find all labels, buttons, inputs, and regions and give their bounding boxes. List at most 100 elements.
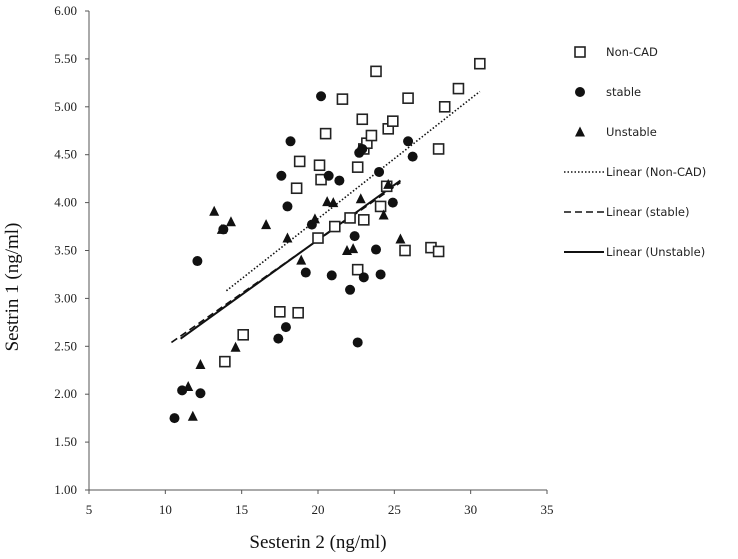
trendline-solid: [180, 179, 402, 340]
data-point: [195, 359, 206, 370]
data-points: [169, 57, 486, 424]
data-point: [399, 244, 411, 257]
data-point: [290, 182, 303, 195]
data-point: [323, 170, 334, 181]
data-point: [345, 284, 356, 295]
data-point: [225, 216, 236, 227]
data-point: [438, 101, 451, 113]
data-point: [370, 65, 382, 78]
legend-label: Unstable: [606, 125, 657, 139]
data-point: [326, 270, 337, 281]
x-tick-label: 15: [235, 502, 248, 517]
x-tick-label: 35: [541, 502, 554, 517]
data-point: [319, 127, 332, 140]
data-point: [452, 82, 465, 95]
legend-marker: [575, 87, 585, 97]
x-tick-label: 25: [388, 502, 401, 517]
x-tick-label: 10: [159, 502, 172, 517]
data-point: [374, 166, 385, 177]
data-point: [383, 178, 394, 189]
data-point: [183, 381, 194, 392]
data-point: [209, 205, 220, 216]
data-point: [285, 136, 296, 147]
data-point: [378, 209, 389, 220]
y-tick-label: 3.50: [54, 243, 77, 258]
trendlines: [170, 90, 481, 344]
y-tick-label: 2.50: [54, 338, 77, 353]
y-tick-label: 2.00: [54, 386, 77, 401]
data-point: [169, 413, 180, 424]
data-point: [316, 91, 327, 102]
legend-label: Linear (Non-CAD): [606, 165, 706, 179]
data-point: [328, 220, 341, 233]
data-point: [365, 129, 378, 142]
series-unstable: [183, 178, 406, 421]
y-tick-label: 3.00: [54, 290, 77, 305]
data-point: [282, 232, 293, 243]
y-tick-label: 5.50: [54, 51, 77, 66]
data-point: [351, 161, 364, 173]
data-point: [352, 337, 363, 348]
data-point: [387, 197, 398, 208]
y-tick-label: 6.00: [54, 3, 77, 18]
data-point: [322, 196, 333, 207]
data-point: [280, 322, 291, 333]
axes: 1.00 1.50 2.00 2.50 3.00 3.50 4.00 4.50 5.00 5.50…: [54, 3, 553, 517]
data-point: [230, 341, 241, 352]
legend-label: Linear (stable): [606, 205, 690, 219]
y-tick-label: 4.50: [54, 147, 77, 162]
data-point: [292, 306, 304, 319]
y-tick-label: 1.50: [54, 434, 77, 449]
data-point: [357, 143, 368, 154]
data-point: [309, 213, 320, 224]
data-point: [216, 223, 227, 234]
data-point: [403, 136, 414, 147]
data-point: [237, 329, 249, 341]
data-point: [313, 159, 326, 172]
data-point: [371, 244, 382, 255]
data-point: [300, 267, 311, 278]
legend-label: Non-CAD: [606, 45, 658, 59]
legend-label: Linear (Unstable): [606, 245, 705, 259]
data-point: [276, 170, 287, 181]
data-point: [177, 385, 188, 396]
data-point: [351, 263, 364, 276]
trendline-dotted: [225, 90, 481, 292]
x-axis-title: Sesterin 2 (ng/ml): [249, 532, 386, 553]
data-point: [219, 355, 231, 368]
series-stable: [169, 91, 418, 424]
x-tick-label: 5: [86, 502, 93, 517]
data-point: [387, 115, 399, 127]
series-non-cad: [219, 57, 486, 368]
data-point: [432, 143, 445, 155]
data-point: [282, 201, 293, 212]
data-point: [192, 256, 203, 267]
data-point: [312, 232, 324, 244]
data-point: [336, 93, 349, 105]
data-point: [375, 269, 386, 280]
data-point: [274, 306, 286, 318]
legend: Non-CAD stable Unstable Linear (Non-CAD) Lin…: [564, 45, 706, 259]
legend-marker: [574, 46, 586, 58]
data-point: [349, 231, 360, 242]
data-point: [357, 214, 370, 226]
data-point: [356, 113, 369, 126]
data-point: [374, 200, 387, 213]
data-point: [358, 272, 369, 283]
data-point: [355, 193, 366, 204]
x-tick-label: 20: [312, 502, 325, 517]
data-point: [261, 219, 272, 230]
legend-label: stable: [606, 85, 641, 99]
data-point: [296, 254, 307, 265]
data-point: [395, 233, 406, 244]
data-point: [195, 388, 206, 399]
y-axis-title: Sestrin 1 (ng/ml): [2, 223, 23, 352]
data-point: [402, 92, 414, 104]
y-tick-label: 4.00: [54, 195, 77, 210]
data-point: [348, 243, 359, 254]
x-tick-label: 30: [464, 502, 477, 517]
data-point: [334, 175, 345, 186]
data-point: [187, 410, 198, 421]
data-point: [293, 155, 306, 168]
legend-marker: [575, 126, 585, 137]
